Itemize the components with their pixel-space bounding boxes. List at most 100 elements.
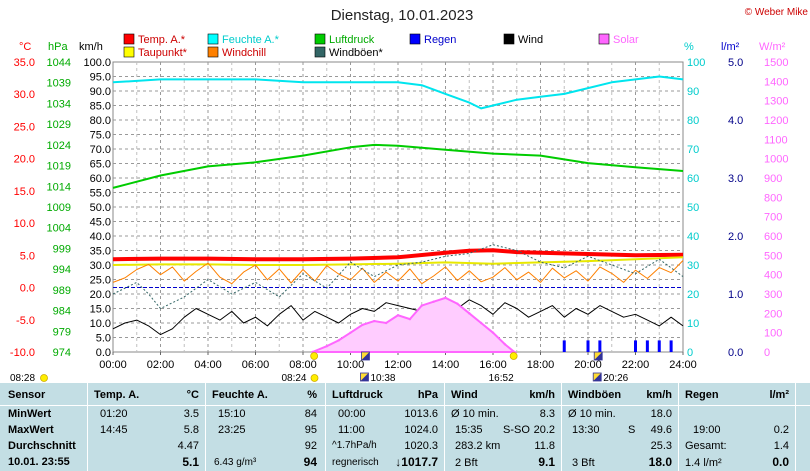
pressure-axis-tick: 974 [53, 347, 71, 359]
chart-title: Dienstag, 10.01.2023 [331, 7, 474, 24]
pressure-axis-tick: 1014 [47, 181, 71, 193]
gusts-unit: km/h [646, 389, 672, 401]
rain-header: Regen [685, 389, 719, 401]
gusts-column: Windböen km/h Ø 10 min. 18.0 13:30 S 49.… [562, 383, 678, 471]
row-label-max: MaxWert [8, 424, 54, 436]
moon-shade [593, 373, 602, 381]
temp-axis-tick: 10.0 [14, 218, 35, 230]
legend-swatch [314, 33, 326, 45]
axis-header-temp: °C [19, 41, 31, 53]
statistics-table: Sensor MinWert MaxWert Durchschnitt 10.0… [0, 383, 810, 471]
humidity-axis-tick: 20 [687, 289, 699, 301]
temp-axis-tick: 25.0 [14, 121, 35, 133]
x-axis-tick: 10:00 [337, 359, 365, 371]
temp-current: 5.1 [182, 455, 199, 469]
speed-axis-tick: 45.0 [90, 217, 111, 229]
humidity-axis-tick: 80 [687, 115, 699, 127]
legend-label: Windböen* [329, 47, 384, 59]
table-column-divider [87, 383, 88, 471]
gusts-avg10-label: Ø 10 min. [568, 408, 616, 420]
x-axis-tick: 00:00 [99, 359, 127, 371]
wind-avg10-label: Ø 10 min. [451, 408, 499, 420]
temp-axis-tick: 0.0 [20, 283, 35, 295]
sun-icon [310, 352, 319, 360]
pressure-axis-tick: 1024 [47, 140, 71, 152]
pressure-current: ↓1017.7 [395, 455, 438, 469]
pressure-axis-tick: 1004 [47, 223, 71, 235]
humidity-absolute: 6.43 g/m³ [214, 457, 257, 468]
pressure-min: 1013.6 [404, 408, 438, 420]
solar-point [349, 331, 352, 334]
humidity-axis-tick: 60 [687, 173, 699, 185]
pressure-trend: ^1.7hPa/h [332, 440, 377, 451]
legend-swatch [207, 33, 219, 45]
rain-column: Regen l/m² 19:00 0.2 Gesamt: 1.4 1.4 l/m… [679, 383, 795, 471]
solar-axis-tick: 1300 [764, 96, 788, 108]
legend-label: Temp. A.* [138, 34, 186, 46]
pressure-axis-tick: 1034 [47, 98, 71, 110]
humidity-axis-tick: 90 [687, 86, 699, 98]
pressure-axis-tick: 1039 [47, 78, 71, 90]
x-axis-tick: 08:00 [289, 359, 317, 371]
table-column-divider [561, 383, 562, 471]
legend-swatch [409, 33, 421, 45]
speed-axis-tick: 85.0 [90, 101, 111, 113]
speed-axis-tick: 10.0 [90, 318, 111, 330]
solar-axis-tick: 300 [764, 289, 782, 301]
legend-label: Windchill [222, 47, 266, 59]
series-taupunkt [112, 256, 684, 266]
wind-average: 11.8 [534, 440, 555, 452]
sun-icon [40, 374, 48, 382]
moon-shade [361, 352, 370, 360]
temp-axis-tick: -5.0 [16, 315, 35, 327]
gusts-average: 25.3 [650, 440, 672, 452]
axis-header-rain: l/m² [721, 41, 740, 53]
solar-axis-tick: 1500 [764, 57, 788, 69]
temp-unit: °C [186, 389, 199, 401]
temp-max-time: 14:45 [100, 424, 128, 436]
solar-point [396, 314, 400, 317]
series-layer [112, 75, 684, 354]
sunrise-time: 08:24 [281, 373, 306, 383]
humidity-axis-tick: 30 [687, 260, 699, 272]
solar-axis-tick: 100 [764, 328, 782, 340]
legend-swatch [503, 33, 515, 45]
axis-header-solar: W/m² [759, 41, 786, 53]
sunrise-left-time: 08:28 [10, 373, 35, 383]
rain-bar [586, 340, 590, 352]
solar-axis-tick: 1200 [764, 115, 788, 127]
pressure-axis-tick: 984 [53, 306, 71, 318]
pressure-state: regnerisch [332, 457, 379, 468]
humidity-axis-tick: 0 [687, 347, 693, 359]
temp-axis-tick: 5.0 [20, 250, 35, 262]
rain-unit: l/m² [769, 389, 789, 401]
humidity-axis-tick: 100 [687, 57, 705, 69]
speed-axis-tick: 55.0 [90, 188, 111, 200]
axis-header-pressure: hPa [48, 41, 68, 53]
solar-point [337, 339, 340, 342]
temp-max: 5.8 [183, 424, 199, 436]
sun-moon-markers: 08:24 10:38 16:52 20:26 08:28 [10, 351, 629, 383]
x-axis-tick: 24:00 [669, 359, 697, 371]
legend-swatch [123, 33, 135, 45]
rain-bar [669, 340, 673, 352]
legend-swatch [207, 46, 219, 58]
pressure-column: Luftdruck hPa 00:00 1013.6 11:00 1024.0 … [326, 383, 444, 471]
pressure-axis-tick: 1019 [47, 161, 71, 173]
solar-point [420, 304, 423, 307]
legend-label: Solar [613, 34, 639, 46]
speed-axis-tick: 50.0 [90, 202, 111, 214]
rain-axis-tick: 4.0 [728, 115, 743, 127]
temperature-column: Temp. A. °C 01:20 3.5 14:45 5.8 4.47 5.1 [88, 383, 205, 471]
gusts-header: Windböen [568, 389, 622, 401]
humidity-axis-tick: 40 [687, 231, 699, 243]
solar-axis-tick: 700 [764, 212, 782, 224]
weather-chart: Dienstag, 10.01.2023 © Weber Mike °C hPa… [10, 7, 809, 383]
sun-icon [310, 374, 319, 382]
rain-bar [598, 340, 602, 352]
solar-point [444, 296, 447, 300]
speed-axis-tick: 65.0 [90, 159, 111, 171]
wind-max-time: 15:35 [455, 424, 483, 436]
speed-axis-tick: 100.0 [83, 57, 111, 69]
series-luftdruck [112, 143, 684, 189]
